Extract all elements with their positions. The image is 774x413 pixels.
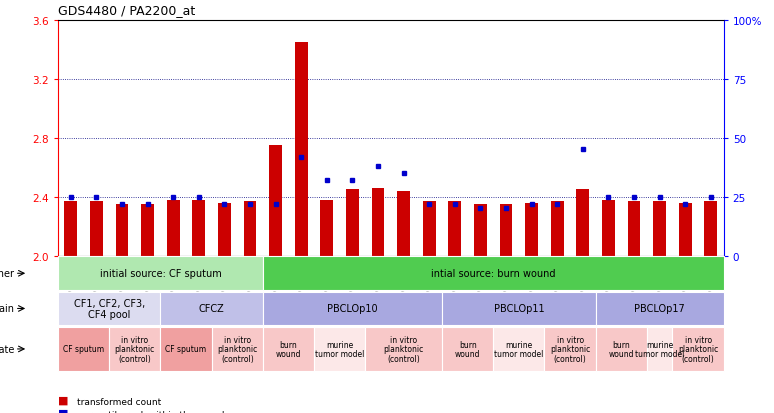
Text: in vitro
planktonic
(control): in vitro planktonic (control) bbox=[550, 335, 591, 363]
Text: in vitro
planktonic
(control): in vitro planktonic (control) bbox=[217, 335, 258, 363]
Text: PBCLOp17: PBCLOp17 bbox=[635, 304, 685, 314]
Bar bbox=[551, 202, 563, 256]
Bar bbox=[493, 327, 544, 371]
Bar bbox=[58, 257, 263, 290]
Bar bbox=[673, 327, 724, 371]
Bar bbox=[577, 190, 589, 256]
Bar bbox=[263, 257, 724, 290]
Text: GDS4480 / PA2200_at: GDS4480 / PA2200_at bbox=[58, 5, 195, 17]
Bar bbox=[647, 327, 673, 371]
Text: in vitro
planktonic
(control): in vitro planktonic (control) bbox=[115, 335, 155, 363]
Bar bbox=[263, 292, 442, 325]
Text: CFCZ: CFCZ bbox=[199, 304, 224, 314]
Bar bbox=[115, 204, 128, 256]
Bar bbox=[448, 202, 461, 256]
Bar bbox=[58, 327, 109, 371]
Text: murine
tumor model: murine tumor model bbox=[635, 340, 684, 358]
Bar bbox=[211, 327, 263, 371]
Bar bbox=[397, 191, 410, 256]
Bar bbox=[269, 146, 282, 256]
Bar bbox=[628, 202, 641, 256]
Text: in vitro
planktonic
(control): in vitro planktonic (control) bbox=[384, 335, 424, 363]
Bar bbox=[423, 202, 436, 256]
Text: isolate: isolate bbox=[0, 344, 15, 354]
Text: burn
wound: burn wound bbox=[455, 340, 481, 358]
Bar bbox=[596, 327, 647, 371]
Text: in vitro
planktonic
(control): in vitro planktonic (control) bbox=[678, 335, 718, 363]
Bar bbox=[474, 204, 487, 256]
Text: PBCLOp11: PBCLOp11 bbox=[494, 304, 544, 314]
Text: murine
tumor model: murine tumor model bbox=[315, 340, 365, 358]
Bar bbox=[704, 202, 717, 256]
Bar bbox=[160, 327, 211, 371]
Bar bbox=[500, 204, 512, 256]
Bar bbox=[526, 203, 538, 256]
Text: ■: ■ bbox=[58, 395, 69, 405]
Text: CF sputum: CF sputum bbox=[166, 344, 207, 354]
Bar bbox=[320, 200, 334, 256]
Bar bbox=[64, 202, 77, 256]
Bar bbox=[544, 327, 596, 371]
Text: murine
tumor model: murine tumor model bbox=[494, 340, 543, 358]
Text: intial source: burn wound: intial source: burn wound bbox=[431, 268, 556, 279]
Bar bbox=[109, 327, 160, 371]
Bar bbox=[653, 202, 666, 256]
Text: ■: ■ bbox=[58, 407, 69, 413]
Bar bbox=[442, 292, 596, 325]
Bar bbox=[244, 202, 256, 256]
Text: burn
wound: burn wound bbox=[276, 340, 301, 358]
Bar bbox=[596, 292, 724, 325]
Bar bbox=[193, 200, 205, 256]
Text: burn
wound: burn wound bbox=[608, 340, 634, 358]
Bar bbox=[346, 190, 359, 256]
Bar bbox=[160, 292, 263, 325]
Text: CF sputum: CF sputum bbox=[63, 344, 104, 354]
Bar bbox=[365, 327, 442, 371]
Bar bbox=[442, 327, 493, 371]
Bar bbox=[167, 200, 180, 256]
Text: transformed count: transformed count bbox=[77, 397, 162, 406]
Text: other: other bbox=[0, 268, 15, 279]
Text: strain: strain bbox=[0, 304, 15, 314]
Bar bbox=[58, 292, 160, 325]
Text: initial source: CF sputum: initial source: CF sputum bbox=[100, 268, 221, 279]
Bar bbox=[372, 188, 385, 256]
Bar bbox=[602, 200, 615, 256]
Bar bbox=[295, 43, 308, 256]
Bar bbox=[218, 203, 231, 256]
Text: percentile rank within the sample: percentile rank within the sample bbox=[77, 410, 231, 413]
Bar bbox=[679, 203, 692, 256]
Text: PBCLOp10: PBCLOp10 bbox=[327, 304, 378, 314]
Text: CF1, CF2, CF3,
CF4 pool: CF1, CF2, CF3, CF4 pool bbox=[74, 298, 145, 319]
Bar bbox=[314, 327, 365, 371]
Bar bbox=[90, 202, 103, 256]
Bar bbox=[142, 204, 154, 256]
Bar bbox=[263, 327, 314, 371]
